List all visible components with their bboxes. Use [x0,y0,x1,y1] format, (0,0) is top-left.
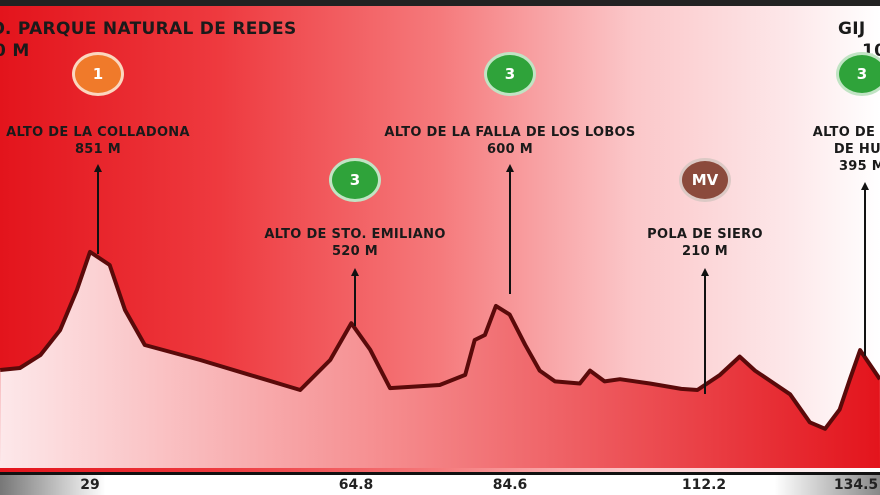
arrow-head-icon [94,164,102,172]
climb-elevation: 520 M [331,244,379,259]
start-location: SO. PARQUE NATURAL DE REDES [0,19,297,39]
tick-label: 64.8 [338,477,374,493]
mountain-icon: 3 [836,52,880,96]
sprint-icon: MV [679,158,731,202]
climb-elevation: 210 M [681,244,729,259]
climb-name: ALTO DE SAN [812,125,880,140]
tick-label: 84.6 [492,477,528,493]
climb-name: POLA DE SIERO [647,227,763,242]
mountain-icon: 1 [72,52,124,96]
finish-location: GIJ [838,19,866,39]
tick-label: 134.5 [833,477,879,493]
profile-line [0,249,880,431]
elevation-profile-chart [0,164,880,468]
climb-name: ALTO DE LA COLLADONA [6,125,190,140]
distance-axis: 29 64.8 84.6 112.2 134.5 [0,472,880,495]
climb-label: ALTO DE LA COLLADONA 851 M [0,124,248,158]
mountain-icon: 3 [484,52,536,96]
climb-name: ALTO DE STO. EMILIANO [264,227,446,242]
climb-name: DE HUE [833,142,880,157]
profile-area [0,251,880,468]
arrow-head-icon [861,182,869,190]
climb-label: ALTO DE SAN DE HUE 395 M [802,124,880,175]
tick-label: 112.2 [681,477,727,493]
start-elevation: 0 M [0,41,30,61]
climb-elevation: 851 M [74,142,122,157]
mountain-icon: 3 [329,158,381,202]
stage-profile: SO. PARQUE NATURAL DE REDES 0 M GIJ 10 1… [0,6,880,495]
climb-elevation: 395 M [838,159,880,174]
climb-label: ALTO DE STO. EMILIANO 520 M [205,226,505,260]
arrow-head-icon [701,268,709,276]
climb-name: ALTO DE LA FALLA DE LOS LOBOS [384,125,636,140]
arrow-head-icon [351,268,359,276]
arrow-head-icon [506,164,514,172]
climb-elevation: 600 M [486,142,534,157]
tick-label: 29 [80,477,100,493]
climb-label: ALTO DE LA FALLA DE LOS LOBOS 600 M [360,124,660,158]
climb-label: POLA DE SIERO 210 M [555,226,855,260]
